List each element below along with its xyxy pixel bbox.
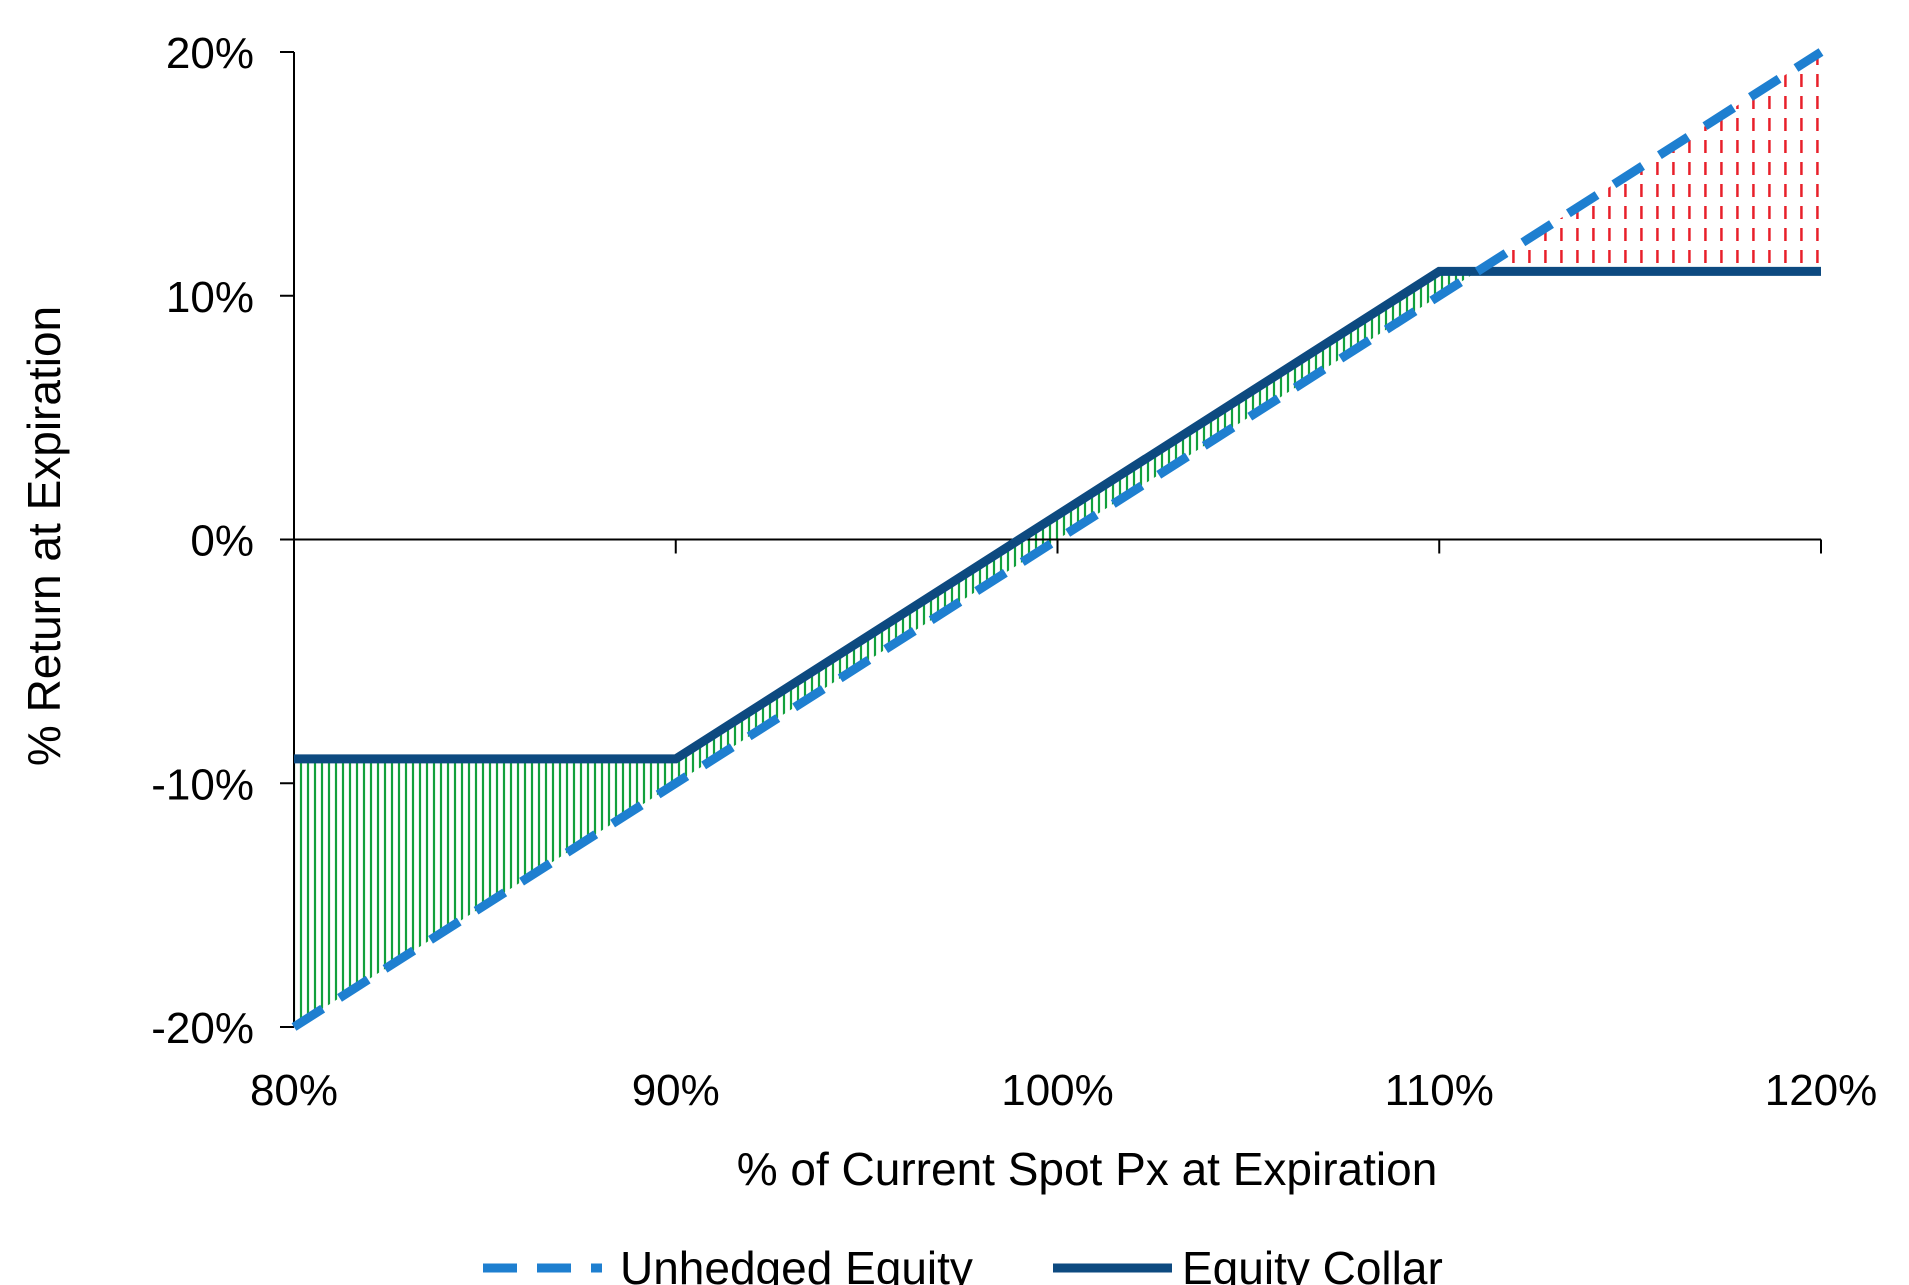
x-tick-label: 110%	[1385, 1066, 1494, 1115]
x-axis-title: % of Current Spot Px at Expiration	[737, 1143, 1438, 1195]
x-tick-label: 100%	[1001, 1066, 1114, 1115]
x-tick-label: 120%	[1765, 1066, 1878, 1115]
legend: Unhedged Equity Equity Collar	[483, 1242, 1443, 1285]
x-tick-label: 90%	[632, 1066, 720, 1115]
legend-label-unhedged-equity: Unhedged Equity	[620, 1242, 973, 1285]
y-tick-label: -10%	[151, 760, 254, 809]
y-axis-title: % Return at Expiration	[18, 306, 70, 766]
series-layer	[291, 48, 1824, 1031]
y-axis-ticks: -20% -10% 0% 10% 20%	[151, 29, 294, 1053]
y-tick-label: 10%	[166, 273, 254, 322]
x-axis-ticks: 80% 90% 100% 110% 120%	[250, 539, 1878, 1115]
series-line-unhedged-equity	[291, 48, 1824, 1031]
y-tick-label: -20%	[151, 1004, 254, 1053]
x-tick-label: 80%	[250, 1066, 338, 1115]
axes: -20% -10% 0% 10% 20% 80% 90% 100% 110% 120%	[151, 29, 1877, 1115]
series-line-equity-collar	[294, 266, 1821, 764]
y-tick-label: 20%	[166, 29, 254, 78]
legend-label-equity-collar: Equity Collar	[1182, 1242, 1443, 1285]
y-tick-label: 0%	[190, 517, 254, 566]
